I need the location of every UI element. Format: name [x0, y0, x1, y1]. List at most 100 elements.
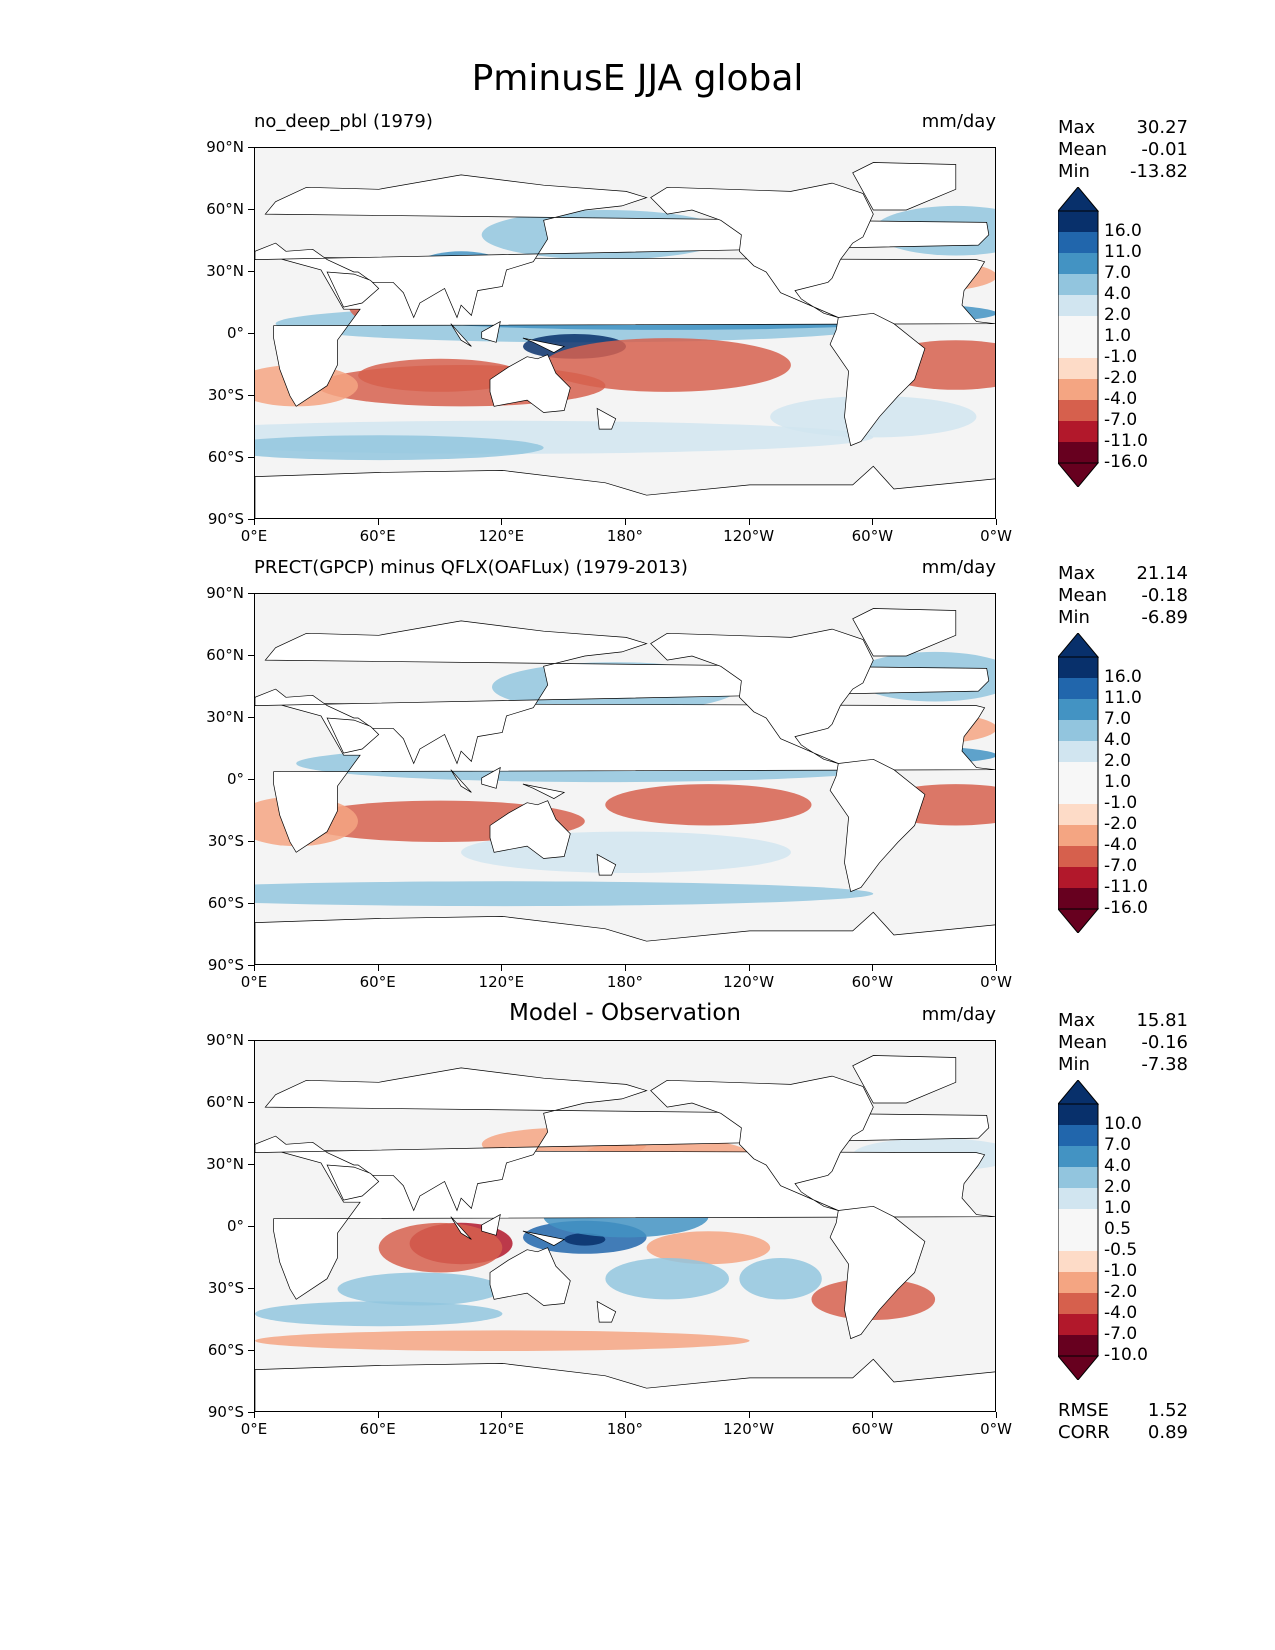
- colorbar-tick-label: 11.0: [1104, 688, 1142, 708]
- colorbar-tick-label: -4.0: [1104, 389, 1138, 409]
- colorbar-segment: [1058, 888, 1098, 910]
- colorbar-tick-label: -7.0: [1104, 856, 1138, 876]
- colorbar-segment: [1058, 253, 1098, 275]
- stat-min-label: Min: [1058, 607, 1090, 628]
- lon-tick-mark: [377, 1412, 379, 1418]
- lon-tick-mark: [625, 1412, 626, 1418]
- colorbar-segment: [1058, 1125, 1098, 1147]
- lon-tick-label: 120°E: [478, 1420, 525, 1438]
- lat-tick-label: 60°S: [207, 448, 244, 466]
- colorbar-tick-label: -10.0: [1104, 1345, 1148, 1365]
- lat-tick-mark: [248, 395, 254, 396]
- lon-tick-label: 120°W: [723, 973, 775, 991]
- colorbar: [1056, 1079, 1102, 1381]
- colorbar-segment: [1058, 1335, 1098, 1357]
- panel-metrics: RMSE 1.52 CORR 0.89: [1058, 1400, 1188, 1444]
- lat-tick-mark: [248, 1412, 254, 1413]
- global-map: [254, 147, 996, 519]
- lon-tick-label: 120°W: [723, 1420, 775, 1438]
- figure-title: PminusE JJA global: [471, 58, 804, 99]
- colorbar-tick-label: -2.0: [1104, 368, 1138, 388]
- colorbar-segment: [1058, 211, 1098, 233]
- colorbar-tick-label: -7.0: [1104, 410, 1138, 430]
- map-svg: [255, 594, 995, 964]
- rmse-value: 1.52: [1147, 1400, 1188, 1421]
- lat-tick-mark: [248, 333, 254, 334]
- map-panel-3: Model - Observation mm/day 90°N 60°N 30°N 0…: [0, 1000, 1275, 1480]
- colorbar-segment: [1058, 804, 1098, 826]
- colorbar-segment: [1058, 379, 1098, 401]
- lat-tick-label: 30°S: [207, 832, 244, 850]
- colorbar-tick-label: 4.0: [1104, 284, 1132, 304]
- colorbar-frame: [1057, 210, 1099, 464]
- lon-tick-mark: [996, 519, 997, 525]
- colorbar-max-extend: [1056, 632, 1100, 658]
- colorbar-segment: [1058, 442, 1098, 464]
- lon-tick-mark: [501, 965, 503, 971]
- colorbar-tick-label: -16.0: [1104, 452, 1148, 472]
- lon-tick-label: 60°W: [851, 1420, 894, 1438]
- lon-tick-mark: [254, 519, 255, 525]
- map-panel-2: PRECT(GPCP) minus QFLX(OAFLux) (1979-201…: [0, 557, 1275, 1033]
- units-label: mm/day: [921, 111, 996, 132]
- lat-tick-mark: [248, 965, 254, 966]
- colorbar-segment: [1058, 867, 1098, 889]
- stat-max-label: Max: [1058, 117, 1096, 138]
- lon-tick-label: 0°E: [240, 1420, 268, 1438]
- colorbar-tick-label: -11.0: [1104, 431, 1148, 451]
- stat-mean-value: -0.18: [1141, 585, 1188, 606]
- colorbar-tick-label: 7.0: [1104, 709, 1132, 729]
- lon-tick-mark: [996, 965, 997, 971]
- lat-tick-mark: [248, 457, 254, 458]
- colorbar-segment: [1058, 1314, 1098, 1336]
- lon-tick-label: 0°W: [980, 527, 1012, 545]
- lat-tick-label: 60°N: [206, 1093, 244, 1111]
- stat-mean-value: -0.16: [1141, 1032, 1188, 1053]
- colorbar-segment: [1058, 358, 1098, 380]
- colorbar-segment: [1058, 1209, 1098, 1231]
- lat-tick-mark: [248, 271, 254, 272]
- map-svg: [255, 148, 995, 518]
- lon-tick-mark: [748, 519, 750, 525]
- stat-min-value: -13.82: [1129, 161, 1188, 182]
- colorbar-segment: [1058, 337, 1098, 359]
- colorbar-segment: [1058, 316, 1098, 338]
- stat-mean-label: Mean: [1058, 139, 1108, 160]
- stat-max-label: Max: [1058, 1010, 1096, 1031]
- lat-tick-mark: [248, 147, 254, 148]
- colorbar-tick-label: 0.5: [1104, 1219, 1132, 1239]
- colorbar-segment: [1058, 1293, 1098, 1315]
- stat-max-value: 30.27: [1136, 117, 1188, 138]
- lon-tick-mark: [254, 1412, 255, 1418]
- colorbar-tick-label: 4.0: [1104, 1156, 1132, 1176]
- global-map: [254, 593, 996, 965]
- lat-tick-label: 30°N: [206, 1155, 244, 1173]
- colorbar-frame: [1057, 656, 1099, 910]
- panel-title: no_deep_pbl (1979): [254, 111, 433, 132]
- colorbar-min-extend: [1056, 462, 1100, 488]
- lat-tick-label: 30°S: [207, 1279, 244, 1297]
- colorbar: [1056, 186, 1102, 488]
- lon-tick-label: 0°W: [980, 973, 1012, 991]
- lat-tick-label: 60°N: [206, 200, 244, 218]
- colorbar-segment: [1058, 720, 1098, 742]
- colorbar-tick-label: 2.0: [1104, 1177, 1132, 1197]
- colorbar-segment: [1058, 400, 1098, 422]
- stat-max-value: 21.14: [1136, 563, 1188, 584]
- lat-tick-label: 0°: [226, 1217, 244, 1235]
- colorbar-segment: [1058, 421, 1098, 443]
- lon-tick-mark: [748, 965, 750, 971]
- rmse-label: RMSE: [1058, 1400, 1109, 1421]
- stat-min-value: -6.89: [1141, 607, 1188, 628]
- lon-tick-label: 60°E: [359, 527, 396, 545]
- colorbar-min-extend: [1056, 1355, 1100, 1381]
- lat-tick-mark: [248, 1288, 254, 1289]
- colorbar-segment: [1058, 295, 1098, 317]
- colorbar-tick-label: -1.0: [1104, 793, 1138, 813]
- lon-tick-mark: [748, 1412, 750, 1418]
- colorbar-segment: [1058, 783, 1098, 805]
- colorbar-segment: [1058, 1230, 1098, 1252]
- lat-tick-label: 90°S: [207, 510, 244, 528]
- lon-tick-label: 120°W: [723, 527, 775, 545]
- lat-tick-mark: [248, 717, 254, 718]
